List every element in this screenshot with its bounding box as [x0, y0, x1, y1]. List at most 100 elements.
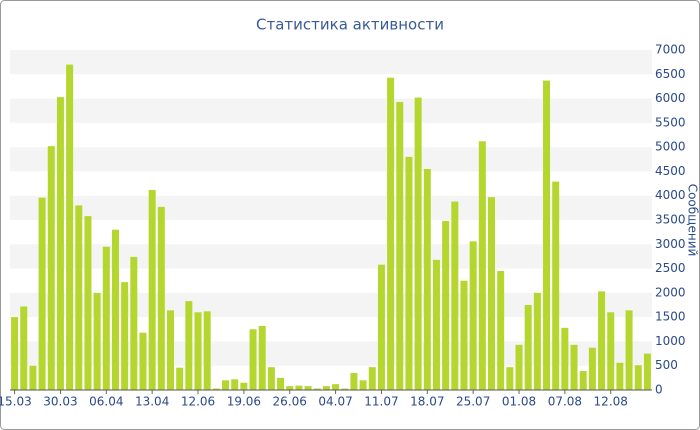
bar	[11, 317, 19, 390]
chart-title: Статистика активности	[256, 16, 444, 34]
y-tick-label: 500	[655, 358, 678, 372]
x-tick-label: 07.08	[548, 395, 582, 409]
bar	[588, 347, 596, 390]
bar	[203, 311, 211, 390]
bar	[460, 280, 468, 390]
bar	[341, 388, 349, 390]
bar	[222, 380, 230, 390]
x-tick-label: 26.06	[273, 395, 307, 409]
bar	[625, 310, 633, 390]
bar	[579, 371, 587, 390]
bar	[561, 327, 569, 390]
y-tick-label: 3500	[655, 213, 686, 227]
bar	[350, 373, 358, 390]
bar	[442, 220, 450, 390]
y-tick-label: 1000	[655, 334, 686, 348]
x-tick-label: 15.03	[0, 395, 32, 409]
bar	[552, 181, 560, 390]
y-axis-label: Сообщений	[686, 184, 700, 257]
y-tick-label: 3000	[655, 237, 686, 251]
y-tick-label: 5000	[655, 140, 686, 154]
x-tick-label: 12.06	[181, 395, 215, 409]
bar	[478, 141, 486, 390]
bar	[75, 205, 83, 390]
bar	[387, 77, 395, 390]
grid-band	[10, 50, 652, 75]
bar	[93, 292, 101, 390]
x-tick-label: 12.08	[594, 395, 628, 409]
bar	[121, 282, 129, 390]
bar	[47, 146, 55, 390]
y-tick-label: 6500	[655, 67, 686, 81]
y-tick-label: 4000	[655, 188, 686, 202]
x-tick-label: 04.07	[318, 395, 352, 409]
bar	[368, 367, 376, 390]
bar	[313, 388, 321, 390]
bar	[634, 365, 642, 390]
grid-band	[10, 98, 652, 123]
bar	[277, 377, 285, 390]
bar	[469, 241, 477, 390]
bar	[616, 362, 624, 390]
bar	[139, 332, 147, 390]
bar	[102, 246, 110, 390]
bar	[451, 201, 459, 390]
x-tick-label: 13.04	[135, 395, 169, 409]
bar	[598, 291, 606, 390]
bar	[148, 189, 156, 390]
x-tick-label: 19.06	[227, 395, 261, 409]
bar	[295, 385, 303, 390]
bar	[29, 365, 37, 390]
bar	[543, 80, 551, 390]
bar	[66, 64, 74, 391]
x-tick-label: 06.04	[89, 395, 123, 409]
bar	[194, 312, 202, 390]
bar	[56, 97, 64, 390]
y-tick-label: 1500	[655, 310, 686, 324]
x-tick-label: 01.08	[502, 395, 536, 409]
bar	[570, 344, 578, 390]
bar	[304, 386, 312, 390]
bar	[20, 306, 28, 390]
y-tick-label: 6000	[655, 91, 686, 105]
bar	[607, 312, 615, 390]
bar	[423, 169, 431, 390]
bar	[332, 384, 340, 390]
bar	[405, 156, 413, 390]
x-tick-label: 30.03	[43, 395, 77, 409]
bar	[167, 310, 174, 390]
y-tick-label: 2000	[655, 285, 686, 299]
bar	[506, 367, 514, 390]
bar	[488, 197, 495, 390]
bar	[84, 216, 92, 390]
bar	[240, 382, 248, 390]
bar	[497, 271, 505, 390]
x-tick-label: 18.07	[410, 395, 444, 409]
bar	[533, 292, 541, 390]
bar	[212, 388, 220, 390]
y-tick-label: 2500	[655, 261, 686, 275]
bar	[249, 329, 257, 390]
bar	[515, 344, 523, 390]
bar	[359, 380, 367, 390]
bar	[185, 301, 193, 390]
bar	[524, 305, 532, 390]
bar	[432, 259, 440, 390]
bar	[377, 264, 385, 390]
bar	[643, 353, 651, 390]
bar	[267, 367, 275, 390]
bar	[414, 97, 422, 390]
bar	[322, 386, 330, 390]
bar	[286, 386, 294, 390]
grid-band	[10, 147, 652, 172]
x-tick-label: 25.07	[456, 395, 490, 409]
y-tick-label: 7000	[655, 43, 686, 57]
bar	[38, 197, 46, 390]
bar	[258, 325, 266, 390]
y-tick-label: 0	[655, 383, 663, 397]
bar	[396, 101, 404, 390]
bar	[130, 256, 138, 390]
bar	[231, 379, 239, 390]
x-tick-label: 11.07	[364, 395, 398, 409]
